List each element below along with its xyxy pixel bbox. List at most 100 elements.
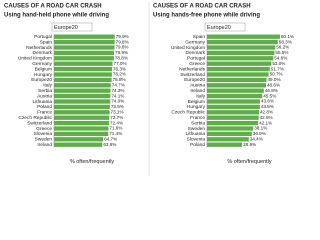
value-label: 53.0% (272, 61, 285, 66)
category-label: Italy (196, 93, 205, 99)
page: {"chart_data":[ {"type":"barh","title":"… (4, 2, 295, 176)
category-label: Ireland (190, 88, 205, 94)
category-label: Czech Republic (171, 110, 205, 116)
bar (207, 45, 276, 50)
category-label: France (37, 110, 52, 116)
value-label: 55.5% (275, 50, 288, 55)
category-label: Austria (190, 83, 205, 89)
value-label: 72.7% (110, 115, 123, 120)
bar (207, 61, 272, 66)
bar (207, 131, 252, 137)
category-label: Lithuania (33, 99, 53, 105)
category-label: United Kingdom (171, 45, 205, 51)
bar (207, 39, 278, 45)
category-label: Netherlands (179, 66, 205, 72)
category-label: Austria (37, 93, 52, 99)
bar (54, 72, 112, 77)
category-label: Poland (190, 142, 205, 148)
bar (207, 72, 269, 77)
category-label: France (190, 115, 205, 121)
bar (207, 50, 275, 56)
category-label: Ireland (37, 142, 52, 148)
chart-subtitle: Using hands-free phone while driving (153, 13, 260, 19)
value-label: 38.1% (254, 126, 267, 131)
value-label: 42.8% (260, 110, 273, 115)
bar (54, 93, 111, 99)
value-label: 71.4% (109, 131, 122, 136)
value-label: 45.5% (263, 93, 276, 98)
category-label: Belgium (188, 99, 205, 105)
value-label: 42.1% (259, 120, 272, 125)
value-label: 75.8% (113, 77, 126, 82)
value-label: 60.1% (281, 34, 294, 39)
value-label: 36.9% (253, 131, 266, 136)
x-axis-label: % often/frequently (227, 159, 272, 165)
bar (207, 83, 267, 88)
bar (207, 88, 264, 93)
bar (207, 99, 260, 104)
bar (207, 34, 280, 39)
value-label: 46.8% (265, 88, 278, 93)
value-label: 42.5% (260, 115, 273, 120)
category-label: Spain (40, 39, 53, 45)
value-label: 43.5% (261, 104, 274, 109)
bar (207, 93, 263, 99)
bar (54, 56, 114, 61)
value-label: 51.7% (271, 66, 284, 71)
bar (54, 83, 111, 88)
chart-subtitle: Using hand-held phone while driving (4, 13, 109, 19)
bar (207, 66, 270, 72)
value-label: 34.4% (250, 137, 263, 142)
value-label: 49.0% (268, 77, 281, 82)
category-label: Hungary (187, 104, 206, 110)
value-label: 74.3% (111, 88, 124, 93)
bar (54, 110, 110, 115)
chart-title: CAUSES OF A ROAD CAR CRASH (4, 4, 102, 10)
value-label: 48.6% (267, 83, 280, 88)
value-label: 71.6% (109, 126, 122, 131)
value-label: 43.6% (261, 99, 274, 104)
category-label: United Kingdom (18, 56, 52, 62)
category-label: Belgium (35, 66, 52, 72)
bar (207, 104, 260, 110)
category-label: Slovenia (187, 137, 206, 143)
category-label: Portugal (34, 34, 52, 40)
bar (54, 34, 115, 39)
category-label: Germany (32, 61, 52, 67)
category-label: Germany (185, 39, 205, 45)
bar (207, 115, 259, 120)
category-label: Poland (37, 104, 52, 110)
bar (207, 142, 243, 147)
bar (54, 126, 109, 131)
bar (54, 99, 111, 104)
category-label: Switzerland (27, 120, 52, 126)
value-label: 74.7% (112, 83, 125, 88)
value-label: 79.8% (116, 39, 129, 44)
category-label: Czech Republic (18, 115, 52, 121)
value-label: 77.0% (114, 61, 127, 66)
bar (207, 120, 259, 126)
category-label: Portugal (187, 56, 205, 62)
category-label: Greece (189, 61, 205, 67)
category-label: Denmark (33, 50, 53, 56)
category-label: Netherlands (26, 45, 52, 51)
reference-box (204, 22, 246, 32)
bar (207, 77, 267, 83)
category-label: Denmark (186, 50, 206, 56)
value-label: 73.5% (111, 104, 124, 109)
value-label: 79.9% (116, 34, 129, 39)
bar (54, 115, 110, 120)
bar (54, 142, 103, 147)
bar (54, 88, 111, 93)
value-label: 73.1% (111, 110, 124, 115)
x-axis-label: % often/frequently (70, 159, 115, 165)
bar (54, 104, 110, 110)
category-label: Greece (36, 126, 52, 132)
value-label: 56.2% (276, 45, 289, 50)
bar (54, 61, 113, 66)
value-label: 72.4% (110, 120, 123, 125)
category-label: Slovenia (34, 131, 53, 137)
value-label: 63.6% (103, 142, 116, 147)
value-label: 58.3% (279, 39, 292, 44)
value-label: 78.8% (115, 56, 128, 61)
